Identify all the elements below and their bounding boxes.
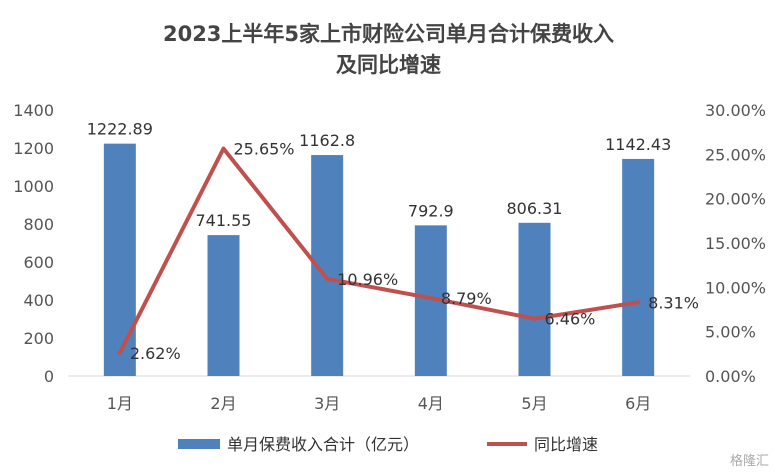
- legend-bar-label: 单月保费收入合计（亿元）: [227, 435, 419, 454]
- y-left-tick-label: 400: [23, 291, 54, 310]
- bar-5: [518, 222, 551, 376]
- y-right-tick-label: 5.00%: [705, 323, 756, 342]
- watermark-logo: 格隆汇: [729, 454, 769, 469]
- line-value-label: 10.96%: [337, 270, 398, 289]
- x-tick-label: 3月: [314, 394, 340, 413]
- chart-title-line2: 及同比增速: [336, 53, 441, 77]
- legend-line-label: 同比增速: [534, 435, 598, 454]
- x-tick-label: 2月: [210, 394, 236, 413]
- y-left-tick-label: 600: [23, 253, 54, 272]
- y-right-tick-label: 30.00%: [705, 101, 766, 120]
- x-tick-label: 5月: [521, 394, 547, 413]
- y-left-tick-label: 1200: [13, 139, 54, 158]
- line-value-label: 8.79%: [441, 289, 492, 308]
- y-left-tick-label: 1400: [13, 101, 54, 120]
- x-tick-label: 6月: [625, 394, 651, 413]
- growth-line: [117, 146, 641, 355]
- y-left-tick-label: 0: [44, 367, 54, 386]
- bar-value-label: 1162.8: [299, 131, 355, 150]
- line-value-label: 8.31%: [648, 293, 699, 312]
- chart-title-line1: 2023上半年5家上市财险公司单月合计保费收入: [162, 22, 615, 46]
- y-right-tick-label: 10.00%: [705, 278, 766, 297]
- y-left-tick-label: 800: [23, 215, 54, 234]
- legend-bar-swatch: [178, 439, 220, 449]
- bar-value-label: 741.55: [196, 211, 252, 230]
- line-value-label: 25.65%: [234, 140, 295, 159]
- y-left-tick-label: 200: [23, 329, 54, 348]
- y-right-tick-label: 0.00%: [705, 367, 756, 386]
- bar-value-label: 1222.89: [87, 120, 153, 139]
- bar-6: [622, 158, 655, 376]
- line-value-label: 6.46%: [545, 310, 596, 329]
- bar-2: [207, 235, 240, 376]
- bar-value-label: 792.9: [408, 201, 454, 220]
- x-tick-label: 1月: [107, 394, 133, 413]
- bar-value-label: 1142.43: [605, 135, 671, 154]
- bar-1: [103, 143, 136, 376]
- y-left-tick-label: 1000: [13, 177, 54, 196]
- x-tick-label: 4月: [418, 394, 444, 413]
- y-right-tick-label: 15.00%: [705, 234, 766, 253]
- bar-value-label: 806.31: [507, 199, 563, 218]
- line-value-label: 2.62%: [130, 344, 181, 363]
- y-right-tick-label: 25.00%: [705, 145, 766, 164]
- y-right-tick-label: 20.00%: [705, 190, 766, 209]
